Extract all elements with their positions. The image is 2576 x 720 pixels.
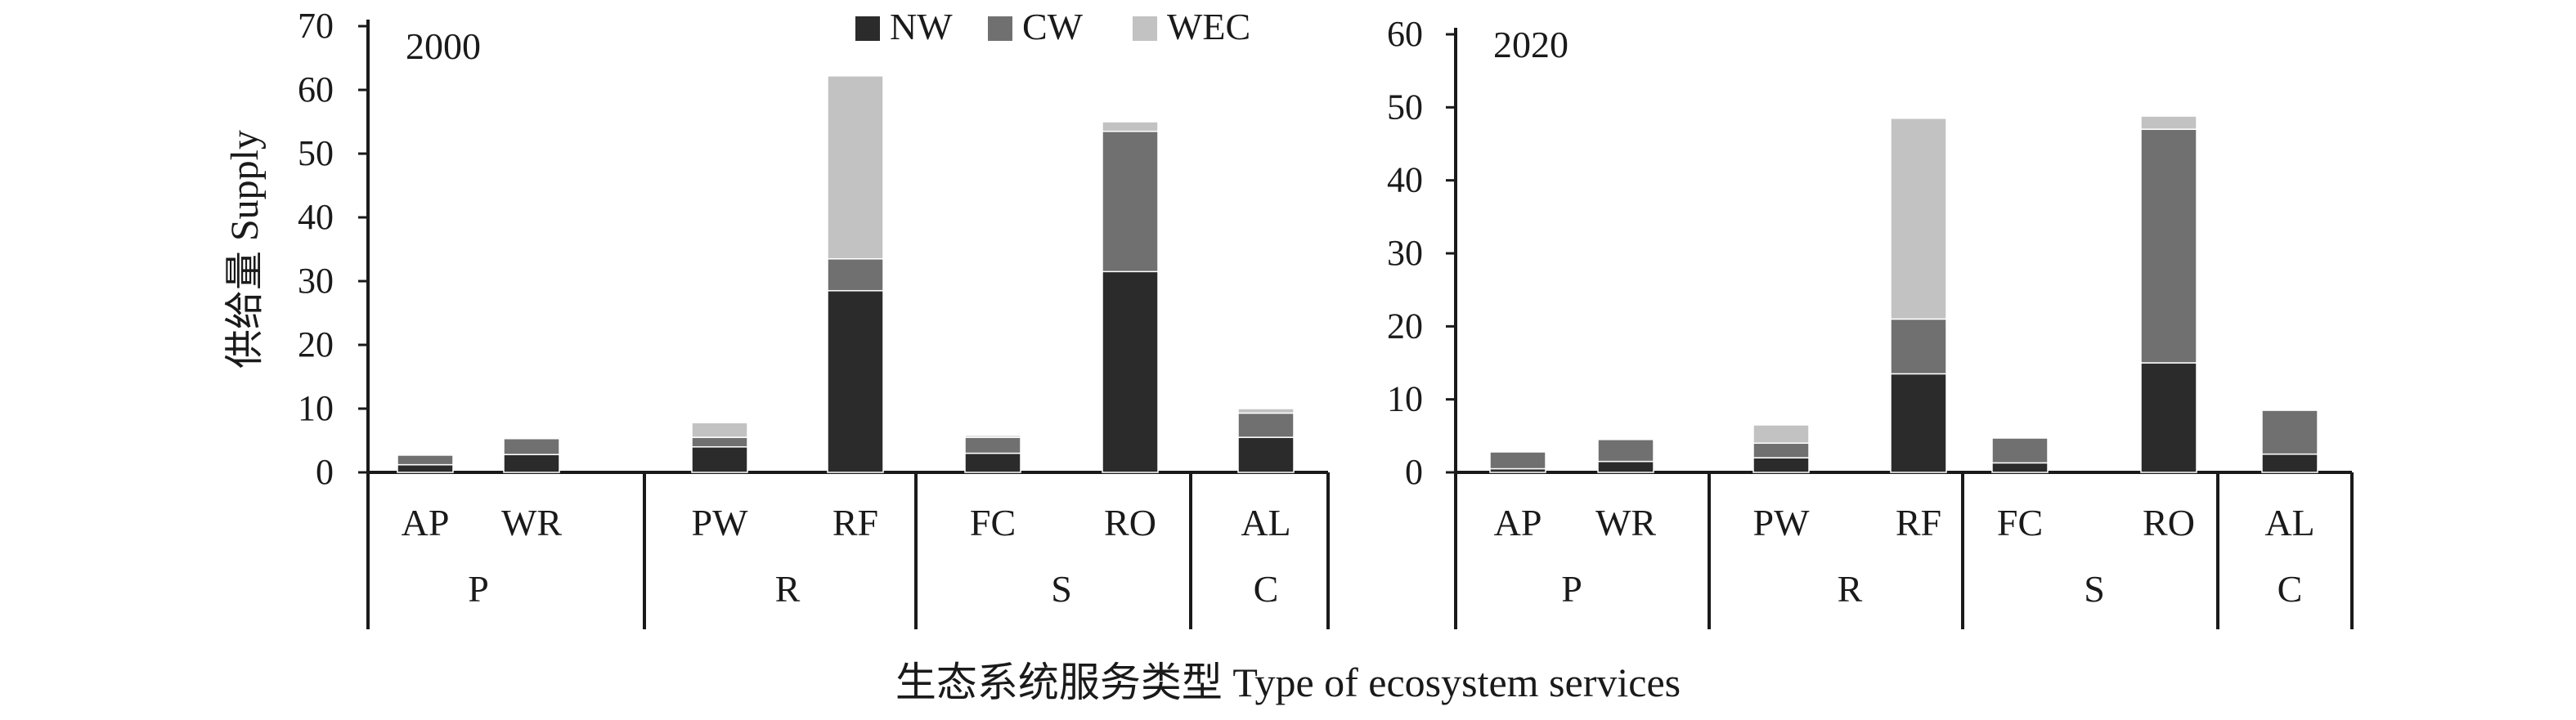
bar-segment-cw [2261,409,2318,455]
y-tick-label: 50 [298,133,334,173]
bar-segment-nw [827,289,884,473]
x-category-label: AP [402,502,450,543]
legend-swatch-wec [1133,16,1157,41]
bar-segment-wec [964,435,1021,438]
x-axis-title: 生态系统服务类型 Type of ecosystem services [895,660,1681,705]
x-group-label: R [775,568,801,610]
bar-segment-nw [2261,453,2318,473]
x-category-label: PW [692,502,749,543]
bar-segment-nw [691,446,748,473]
x-group-label: S [2084,568,2105,610]
y-tick-label: 10 [298,388,334,428]
bar-segment-wec [1752,424,1810,445]
bar-segment-wec [2140,115,2197,130]
bar-segment-wec [503,436,560,440]
x-group-label: S [1051,568,1072,610]
bar-segment-nw [1752,457,1810,473]
x-category-label: WR [1595,502,1656,543]
panel-title: 2000 [406,25,481,67]
bar-segment-nw [2140,362,2197,473]
x-category-label: AL [1241,502,1290,543]
y-tick-label: 30 [298,261,334,301]
bar-segment-wec [1890,117,1947,320]
y-tick-label: 50 [1387,87,1423,127]
y-tick-label: 0 [316,452,334,492]
bar-segment-cw [1102,130,1159,273]
x-group-label: C [1254,568,1279,610]
bar-segment-cw [397,454,454,466]
x-group-label: P [468,568,489,610]
x-category-label: WR [501,502,562,543]
x-category-label: RO [1104,502,1156,543]
y-tick-label: 20 [1387,306,1423,346]
bar-segment-nw [1890,373,1947,473]
legend-label: NW [890,6,953,47]
bar-segment-wec [827,75,884,260]
bar-segment-cw [691,436,748,448]
bar-segment-nw [503,454,560,473]
bar-segment-cw [1237,412,1295,438]
y-tick-label: 40 [1387,160,1423,200]
bar-segment-wec [1237,408,1295,414]
y-tick-label: 60 [1387,14,1423,54]
bar-segment-wec [1102,121,1159,132]
x-category-label: AP [1494,502,1542,543]
bar-segment-cw [1489,451,1546,470]
bar-segment-cw [827,257,884,292]
legend-label: WEC [1167,6,1250,47]
y-tick-label: 10 [1387,379,1423,419]
x-category-label: FC [1997,502,2043,543]
y-tick-label: 20 [298,324,334,364]
legend-swatch-cw [988,16,1012,41]
y-tick-label: 40 [298,197,334,237]
x-group-label: P [1561,568,1582,610]
y-tick-label: 70 [298,6,334,46]
x-category-label: RF [832,502,878,543]
bar-segment-cw [1597,439,1654,463]
x-group-label: C [2278,568,2303,610]
y-tick-label: 0 [1405,452,1423,492]
bar-segment-cw [1991,437,2049,464]
x-category-label: RO [2143,502,2195,543]
bar-segment-cw [964,436,1021,454]
x-category-label: RF [1896,502,1941,543]
y-tick-label: 60 [298,69,334,110]
x-category-label: PW [1753,502,1811,543]
x-category-label: FC [970,502,1016,543]
bar-segment-cw [1890,318,1947,375]
bar-segment-cw [2140,128,2197,364]
bar-segment-nw [1237,436,1295,473]
bar-segment-wec [691,422,748,438]
bar-segment-cw [503,437,560,455]
bar-segment-nw [1102,271,1159,473]
bar-segment-nw [1991,462,2049,473]
panel-title: 2020 [1493,24,1568,65]
legend-label: CW [1022,6,1084,47]
y-tick-label: 30 [1387,233,1423,273]
bar-segment-nw [397,463,454,473]
x-category-label: AL [2264,502,2314,543]
bar-segment-nw [1597,460,1654,473]
bar-segment-cw [1752,442,1810,458]
legend-swatch-nw [855,16,880,41]
x-group-label: R [1838,568,1863,610]
bar-segment-nw [964,452,1021,473]
y-axis-title: 供给量 Supply [223,130,267,369]
